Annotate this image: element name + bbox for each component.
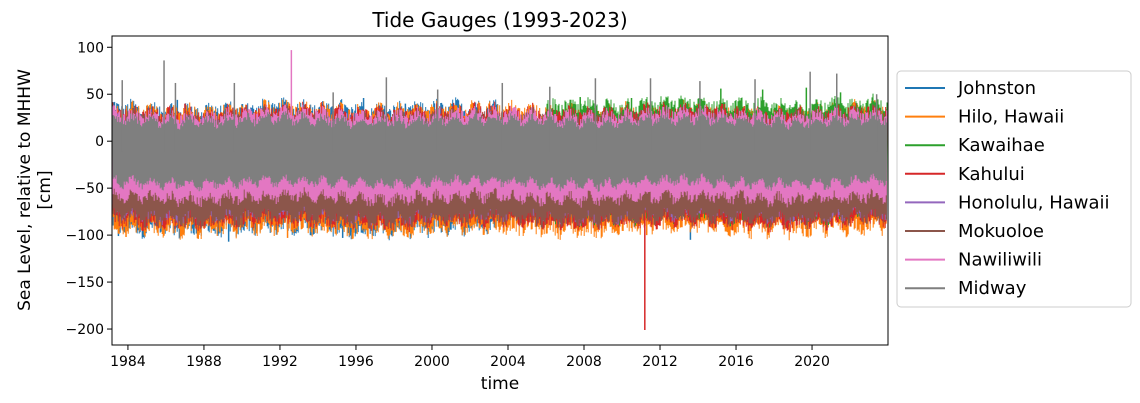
y-axis-label: Sea Level, relative to MHHW [cm] [15, 69, 55, 311]
x-tick-label: 1992 [262, 354, 298, 370]
plot-frame [111, 35, 889, 346]
y-axis-label-line-1: Sea Level, relative to MHHW [15, 69, 35, 311]
y-tick-label: −50 [74, 181, 104, 197]
chart-title: Tide Gauges (1993-2023) [371, 8, 627, 32]
x-tick-label: 2008 [566, 354, 602, 370]
legend-label: Mokuoloe [958, 221, 1044, 242]
x-tick-label: 2004 [490, 354, 526, 370]
series-layer [112, 50, 888, 330]
x-axis: 1984 1988 1992 1996 2000 2004 2008 2012 2016 2020 [110, 345, 830, 370]
legend-label: Nawiliwili [958, 250, 1042, 271]
series-midway [112, 60, 888, 192]
x-tick-label: 2020 [794, 354, 830, 370]
y-tick-label: 100 [77, 40, 104, 56]
y-tick-label: 0 [95, 134, 104, 150]
y-tick-label: −150 [66, 275, 104, 291]
legend-label: Johnston [957, 78, 1036, 99]
series-line [112, 104, 888, 208]
y-axis: 100 50 0 −50 −100 −150 −200 [66, 40, 112, 338]
legend-label: Midway [958, 278, 1027, 299]
x-tick-label: 1984 [110, 354, 146, 370]
series-line [112, 111, 888, 192]
legend-label: Kahului [958, 164, 1025, 185]
x-axis-label: time [481, 374, 519, 394]
y-axis-label-line-2: [cm] [35, 170, 55, 209]
legend-label: Kawaihae [958, 135, 1045, 156]
y-tick-label: 50 [86, 87, 104, 103]
y-tick-label: −100 [66, 228, 104, 244]
plot-area [111, 35, 889, 346]
x-tick-label: 1996 [338, 354, 374, 370]
x-tick-label: 2016 [718, 354, 754, 370]
legend-label: Honolulu, Hawaii [958, 192, 1110, 213]
y-tick-label: −200 [66, 322, 104, 338]
x-tick-label: 2000 [414, 354, 450, 370]
legend-frame [896, 70, 1132, 308]
legend: Johnston Hilo, Hawaii Kawaihae Kahului Honol… [896, 70, 1132, 308]
x-tick-label: 1988 [186, 354, 222, 370]
x-tick-label: 2012 [642, 354, 678, 370]
legend-items: Johnston Hilo, Hawaii Kawaihae Kahului Honol… [905, 78, 1110, 299]
legend-label: Hilo, Hawaii [958, 107, 1064, 128]
